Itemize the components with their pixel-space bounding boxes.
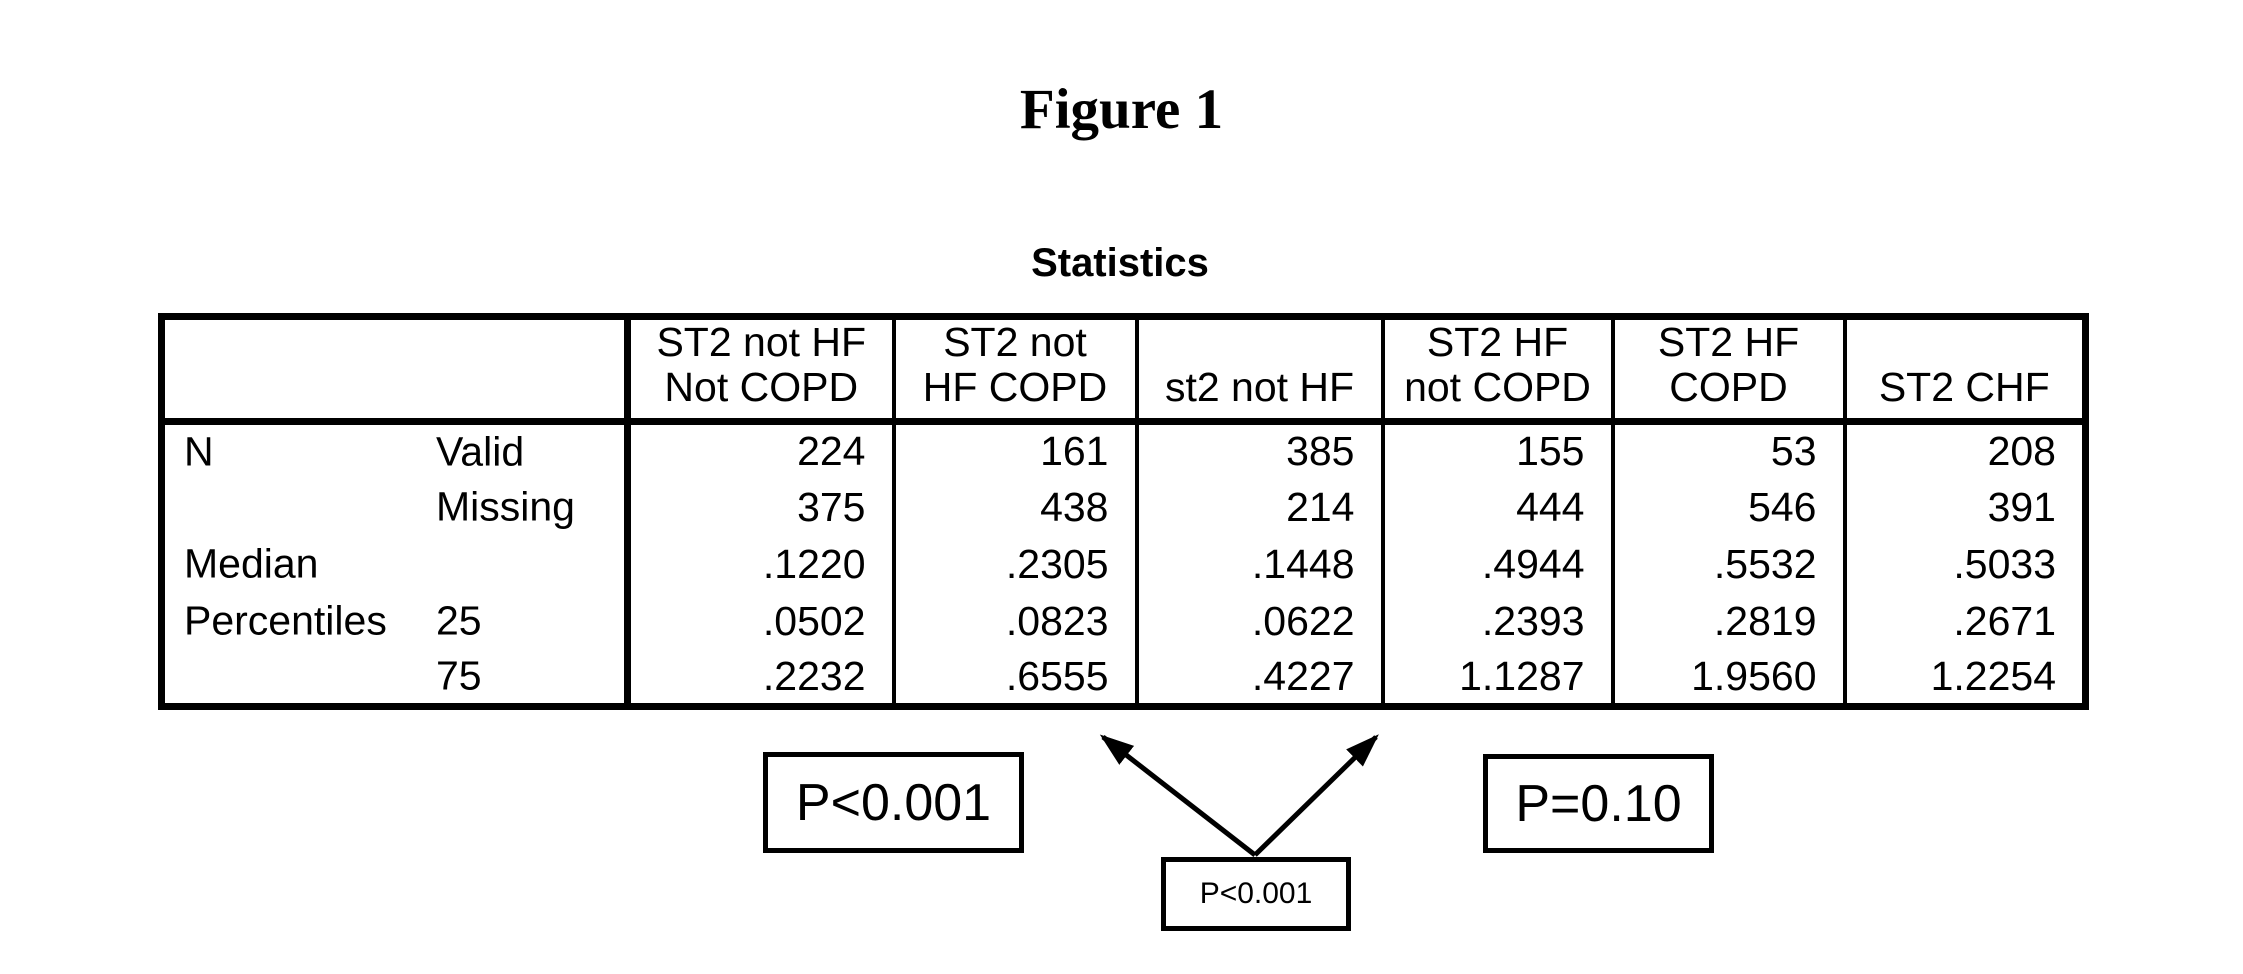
column-header-line: ST2 CHF <box>1878 364 2050 410</box>
stub-cell: N Valid <box>161 421 631 479</box>
row-sublabel: 75 <box>436 652 482 699</box>
table-cell: .2232 <box>625 649 894 707</box>
arrow-line-right <box>1253 734 1379 857</box>
table-title: Statistics <box>1031 241 1209 285</box>
p-value-text: P=0.10 <box>1515 774 1682 833</box>
row-sublabel: 25 <box>436 597 482 644</box>
column-header-st2-not-hf-copd: ST2 not HF COPD <box>891 316 1137 422</box>
column-header-line: COPD <box>1669 364 1788 410</box>
figure-title: Figure 1 <box>1019 78 1224 141</box>
row-label: Percentiles <box>184 597 387 644</box>
table-cell: 53 <box>1610 421 1845 479</box>
column-header-st2-hf-not-copd: ST2 HF not COPD <box>1380 316 1613 422</box>
column-header-st2-not-hf-not-copd: ST2 not HF Not COPD <box>625 316 894 422</box>
p-value-box-bottom: P<0.001 <box>1161 857 1351 931</box>
table-cell: .2305 <box>891 535 1137 593</box>
row-label: N <box>184 428 214 475</box>
statistics-table: ST2 not HF Not COPD ST2 not HF COPD st2 … <box>158 313 2089 710</box>
column-header-line: ST2 not <box>943 319 1087 365</box>
table-cell: .5532 <box>1610 535 1845 593</box>
column-header-line: HF COPD <box>922 364 1108 410</box>
p-value-text: P<0.001 <box>1199 877 1313 910</box>
table-cell: .2393 <box>1380 592 1613 650</box>
column-header-line: ST2 not HF <box>656 319 867 365</box>
table-cell: 438 <box>891 478 1137 536</box>
stub-cell: Missing <box>161 478 631 536</box>
stub-header-cell <box>161 316 631 422</box>
p-value-box-left: P<0.001 <box>763 752 1024 853</box>
column-header-line: Not COPD <box>664 364 859 410</box>
stub-cell: Percentiles 25 <box>161 592 631 650</box>
table-cell: 385 <box>1134 421 1383 479</box>
table-row-median: Median .1220 .2305 .1448 .4944 .5532 .50… <box>161 535 2086 593</box>
table-cell: .0823 <box>891 592 1137 650</box>
table-cell: .5033 <box>1842 535 2086 593</box>
table-row-n-missing: Missing 375 438 214 444 546 391 <box>161 478 2086 536</box>
table-cell: .1220 <box>625 535 894 593</box>
table-cell: .2819 <box>1610 592 1845 650</box>
table-cell: 391 <box>1842 478 2086 536</box>
arrow-line-left <box>1099 734 1257 857</box>
table-cell: 214 <box>1134 478 1383 536</box>
p-value-text: P<0.001 <box>795 773 992 832</box>
column-header-line: st2 not HF <box>1164 364 1355 410</box>
header-row: ST2 not HF Not COPD ST2 not HF COPD st2 … <box>161 316 2086 422</box>
column-header-line: not COPD <box>1404 364 1591 410</box>
table-cell: 1.9560 <box>1610 649 1845 707</box>
table-cell: .4944 <box>1380 535 1613 593</box>
table-cell: .0502 <box>625 592 894 650</box>
row-sublabel: Valid <box>436 428 525 475</box>
table-cell: 224 <box>625 421 894 479</box>
table-cell: 1.2254 <box>1842 649 2086 707</box>
row-label: Median <box>184 540 319 587</box>
table-cell: .4227 <box>1134 649 1383 707</box>
column-header-line: ST2 HF <box>1426 319 1569 365</box>
stub-cell: Median <box>161 535 631 593</box>
table-cell: 161 <box>891 421 1137 479</box>
table-cell: .6555 <box>891 649 1137 707</box>
table-cell: 546 <box>1610 478 1845 536</box>
column-header-line: ST2 HF <box>1657 319 1800 365</box>
table-row-percentile-75: 75 .2232 .6555 .4227 1.1287 1.9560 1.225… <box>161 649 2086 707</box>
table-cell: 444 <box>1380 478 1613 536</box>
table-cell: 1.1287 <box>1380 649 1613 707</box>
table-row-percentile-25: Percentiles 25 .0502 .0823 .0622 .2393 .… <box>161 592 2086 650</box>
column-header-st2-hf-copd: ST2 HF COPD <box>1610 316 1845 422</box>
table-cell: .2671 <box>1842 592 2086 650</box>
column-header-st2-chf: ST2 CHF <box>1842 316 2086 422</box>
table-row-n-valid: N Valid 224 161 385 155 53 208 <box>161 421 2086 479</box>
table-cell: .1448 <box>1134 535 1383 593</box>
p-value-box-right: P=0.10 <box>1483 754 1714 853</box>
column-header-st2-not-hf: st2 not HF <box>1134 316 1383 422</box>
table-cell: 155 <box>1380 421 1613 479</box>
row-sublabel: Missing <box>436 483 575 530</box>
table-cell: .0622 <box>1134 592 1383 650</box>
table-cell: 375 <box>625 478 894 536</box>
stub-cell: 75 <box>161 649 631 707</box>
table-cell: 208 <box>1842 421 2086 479</box>
